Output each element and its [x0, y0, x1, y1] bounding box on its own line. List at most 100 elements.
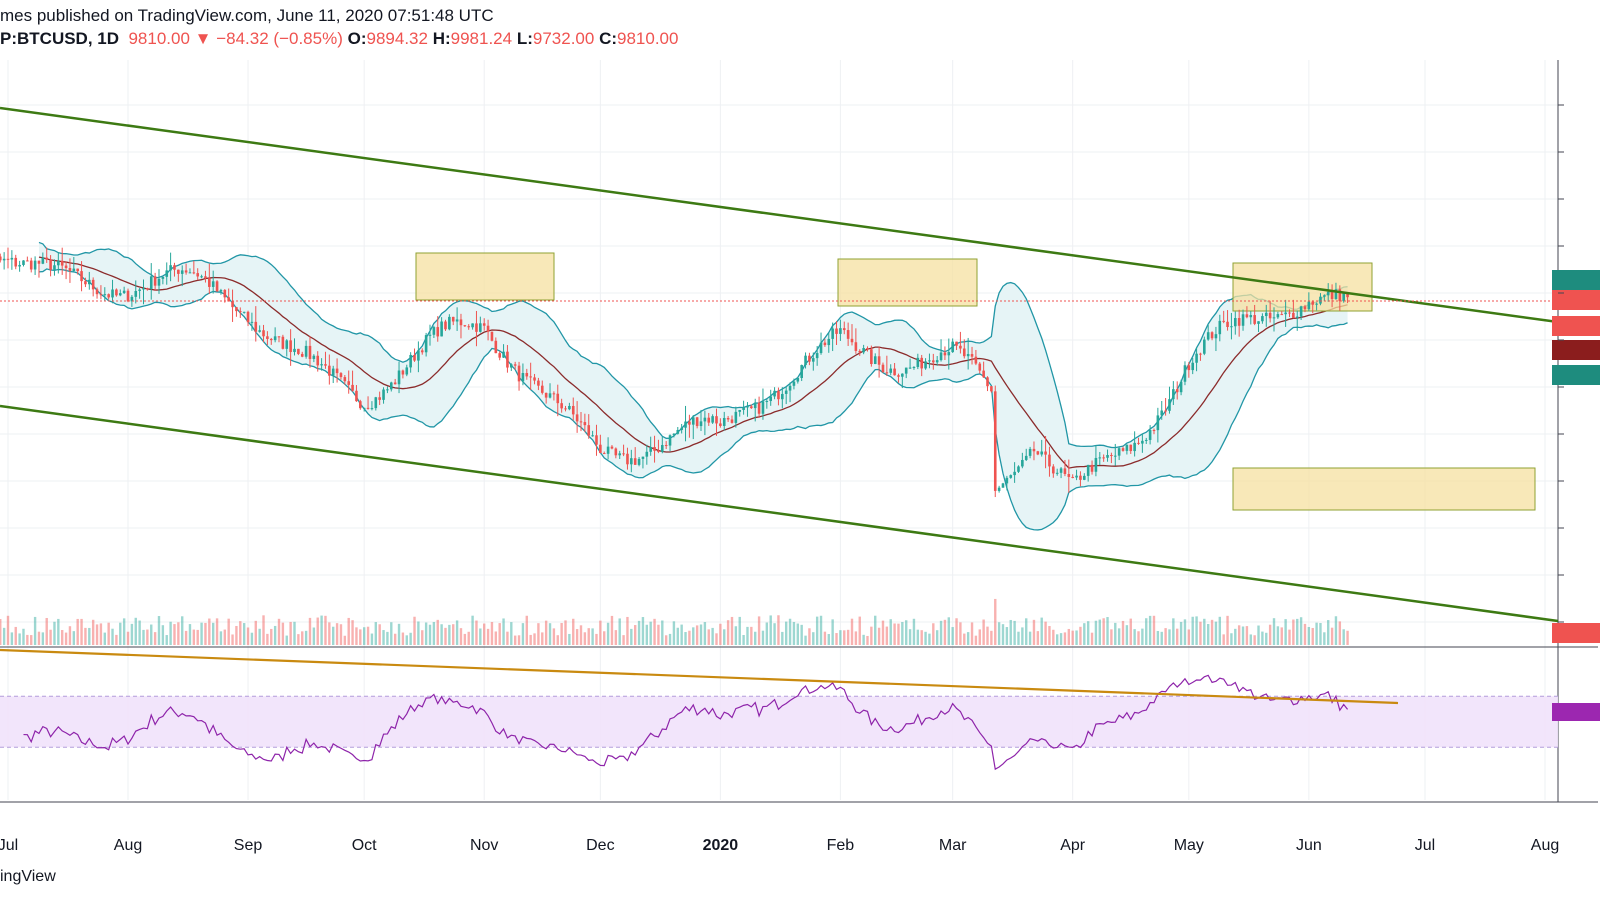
volume-bar	[80, 618, 83, 645]
candle-body	[26, 260, 29, 262]
candle-body	[881, 364, 885, 373]
volume-bar	[130, 623, 134, 645]
candle-body	[885, 372, 889, 374]
candle-body	[583, 422, 587, 426]
volume-bar	[1114, 622, 1117, 645]
volume-bar	[653, 618, 656, 645]
candle-body	[1048, 454, 1051, 467]
candle-body	[788, 385, 792, 391]
volume-bar	[1125, 625, 1129, 645]
volume-bar	[664, 635, 668, 645]
volume-bar	[1268, 624, 1272, 645]
volume-bar	[905, 620, 908, 645]
volume-bar	[889, 619, 892, 645]
candle-body	[324, 364, 327, 366]
candle-body	[320, 364, 323, 366]
candle-body	[1059, 468, 1063, 473]
volume-bar	[1059, 633, 1063, 645]
candle-body	[1183, 365, 1187, 382]
candle-body	[347, 381, 350, 385]
candle-body	[389, 382, 393, 390]
candle-body	[711, 416, 714, 423]
candle-body	[397, 370, 401, 385]
candle-body	[1067, 474, 1071, 477]
candle-body	[854, 342, 858, 351]
volume-bar	[320, 615, 323, 645]
rsi-trendline	[0, 648, 1399, 705]
candle-body	[258, 330, 261, 332]
candle-body	[904, 367, 908, 374]
volume-bar	[49, 629, 52, 645]
candle-body	[204, 276, 207, 279]
volume-bar	[1276, 626, 1280, 645]
x-axis-label: Jul	[0, 837, 18, 854]
candle-body	[215, 281, 219, 292]
volume-bar	[521, 623, 525, 645]
volume-bar	[1117, 628, 1121, 645]
ohlc-bar: P:BTCUSD, 1D 9810.00 ▼ −84.32 (−0.85%) O…	[0, 29, 678, 49]
volume-bar	[928, 633, 931, 645]
volume-bar	[169, 621, 172, 645]
candle-body	[889, 368, 893, 373]
candle-body	[37, 260, 41, 264]
volume-bar	[947, 617, 950, 645]
candle-body	[1040, 451, 1044, 455]
candle-body	[606, 446, 610, 454]
volume-bar	[30, 635, 33, 645]
volume-bar	[897, 623, 900, 645]
volume-bar	[548, 623, 552, 645]
candle-body	[1342, 292, 1345, 302]
candle-body	[188, 272, 192, 274]
volume-bar	[552, 628, 556, 645]
candle-body	[53, 265, 56, 270]
candle-body	[734, 411, 738, 423]
volume-bar	[959, 622, 962, 645]
candle-body	[928, 360, 931, 362]
volume-bar	[41, 632, 45, 645]
candle-body	[231, 301, 234, 308]
candle-body	[1141, 440, 1144, 444]
candle-body	[80, 271, 83, 282]
volume-bar	[544, 620, 548, 645]
volume-bar	[483, 623, 486, 645]
candle-body	[862, 348, 865, 353]
candle-body	[6, 258, 10, 260]
volume-bar	[614, 630, 618, 645]
volume-bar	[1079, 626, 1082, 645]
candle-body	[982, 370, 985, 378]
candle-body	[1191, 362, 1195, 371]
volume-bar	[583, 632, 587, 645]
candle-body	[664, 445, 668, 447]
candle-body	[1152, 430, 1156, 432]
volume-bar	[1067, 628, 1071, 645]
volume-bar	[986, 626, 989, 645]
volume-bar	[1206, 623, 1210, 645]
candle-body	[211, 281, 215, 287]
volume-bar	[1141, 628, 1144, 645]
volume-bar	[606, 622, 610, 645]
candle-body	[637, 458, 641, 465]
volume-bar	[424, 622, 428, 645]
candle-body	[219, 290, 223, 292]
candle-body	[486, 325, 490, 332]
candle-body	[506, 351, 509, 368]
candle-body	[149, 276, 153, 289]
price-chart[interactable]: Jul Aug Sep Oct Nov Dec 2020 Feb Mar Apr May Jun Jul…	[0, 52, 1600, 860]
volume-bar	[517, 635, 521, 645]
candle-body	[1175, 389, 1179, 393]
volume-bar	[359, 629, 362, 645]
candle-body	[1079, 475, 1082, 480]
volume-bar	[301, 631, 304, 645]
candle-body	[1299, 306, 1303, 317]
candle-body	[118, 293, 122, 296]
x-axis-label: Dec	[586, 837, 614, 854]
volume-bar	[1013, 620, 1016, 645]
candle-body	[908, 367, 912, 369]
volume-bar	[1334, 616, 1338, 645]
candle-body	[858, 350, 862, 353]
candle-body	[935, 360, 939, 363]
volume-bar	[850, 618, 854, 645]
volume-bar	[587, 628, 590, 645]
volume-bar	[808, 628, 811, 645]
volume-bar	[1187, 629, 1191, 645]
